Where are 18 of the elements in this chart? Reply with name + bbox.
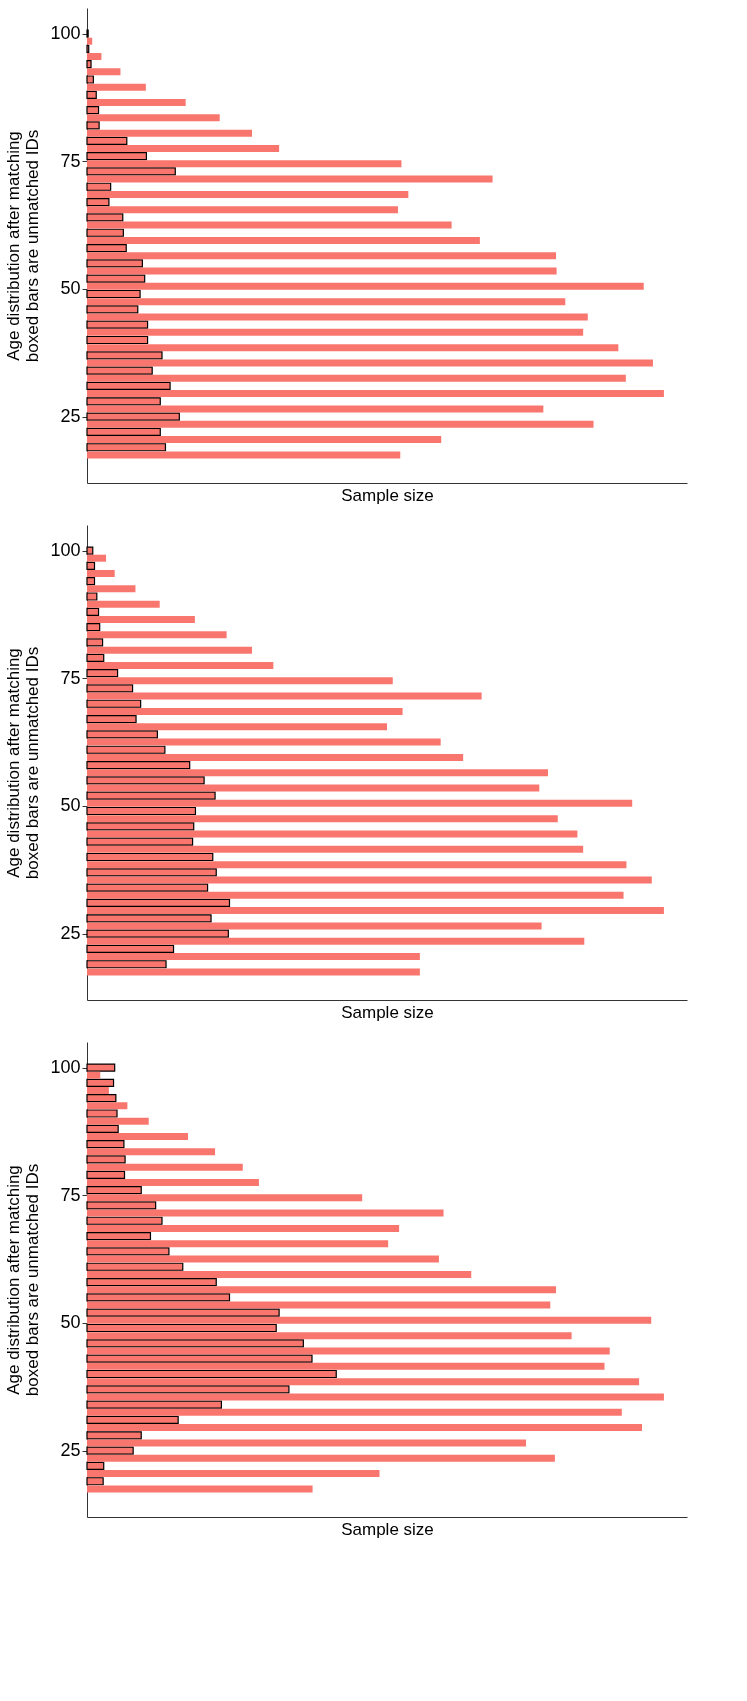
y-tick-label: 50 [60, 795, 81, 816]
y-tick-label: 100 [50, 540, 81, 561]
y-axis-title: Age distribution after matching boxed bars are unmatched IDs [4, 1163, 43, 1397]
y-tick-label: 75 [60, 1184, 81, 1205]
x-axis-title: Sample size [341, 1519, 434, 1539]
y-tick-label: 25 [60, 406, 81, 427]
y-tick-label: 100 [50, 23, 81, 44]
y-tick-label: 50 [60, 1312, 81, 1333]
x-axis-title: Sample size [341, 485, 434, 505]
y-tick-label: 75 [60, 150, 81, 171]
y-axis-title: Age distribution after matching boxed bars are unmatched IDs [4, 646, 43, 880]
y-tick-label: 100 [50, 1057, 81, 1078]
y-tick-label: 50 [60, 278, 81, 299]
y-tick-label: 75 [60, 667, 81, 688]
y-tick-label: 25 [60, 923, 81, 944]
x-axis-title: Sample size [341, 1002, 434, 1022]
y-axis-title: Age distribution after matching boxed bars are unmatched IDs [4, 129, 43, 363]
y-tick-label: 25 [60, 1440, 81, 1461]
